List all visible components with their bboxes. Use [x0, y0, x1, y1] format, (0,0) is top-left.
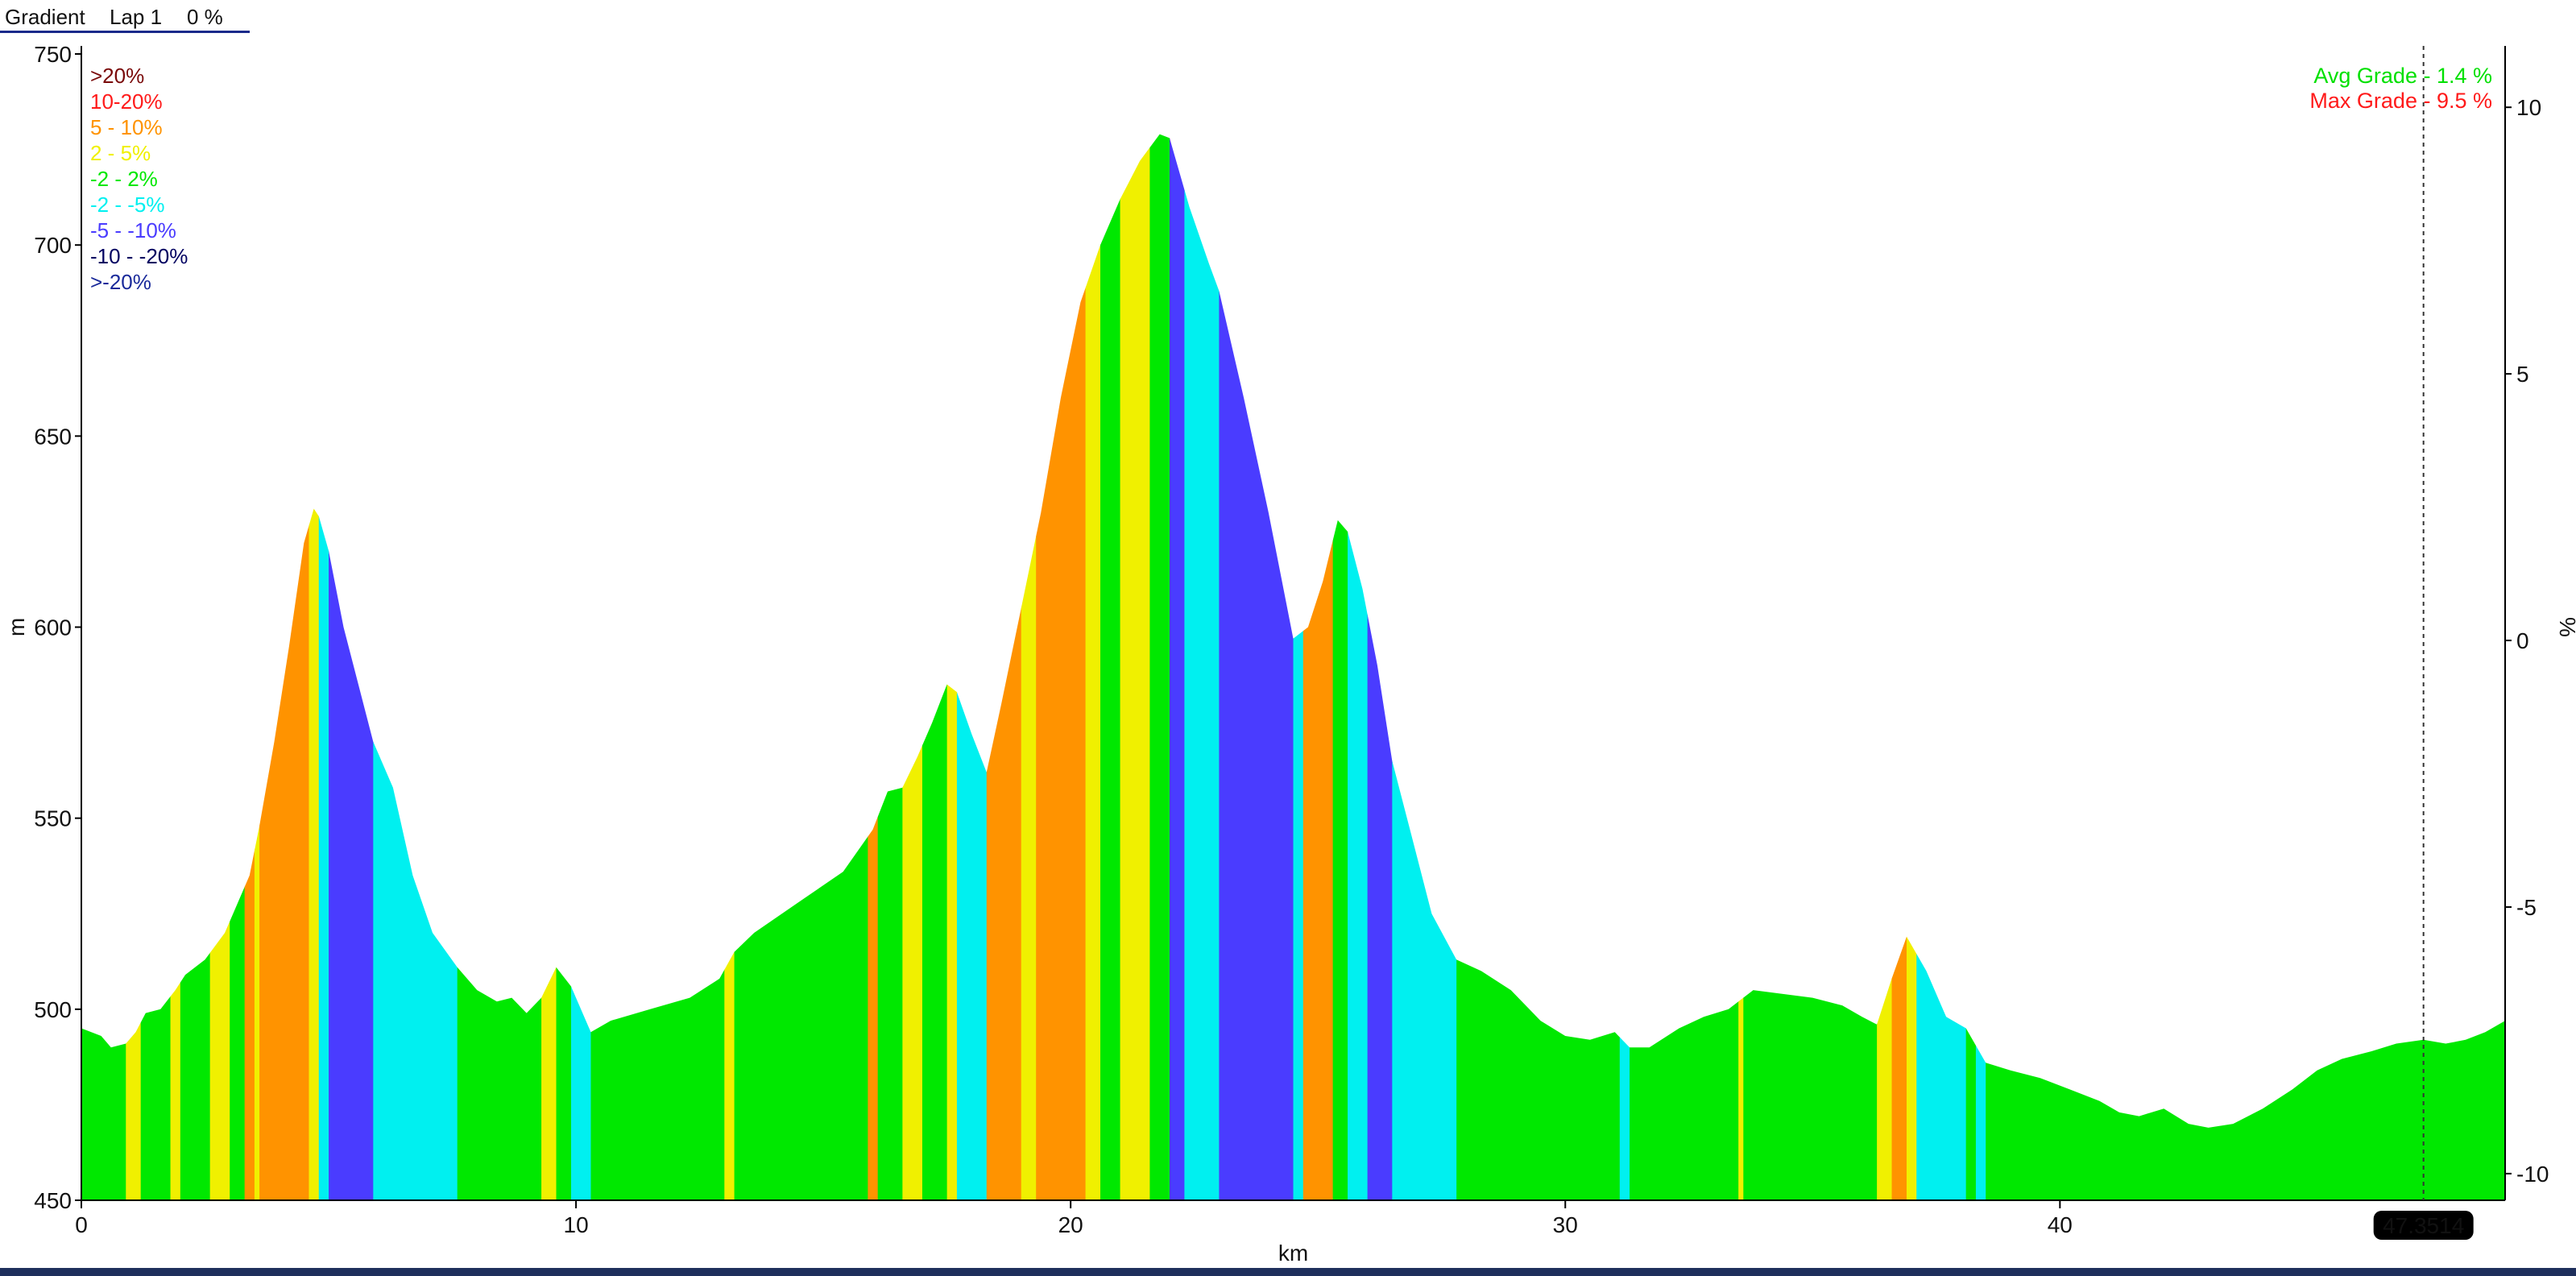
gradient-band: [1986, 134, 2505, 1200]
lap-label: Lap 1: [110, 5, 163, 29]
gradient-band: [986, 134, 1022, 1200]
gradient-band: [1965, 134, 1977, 1200]
gradient-band: [902, 134, 923, 1200]
y2-tick-label: 0: [2516, 628, 2529, 653]
gradient-band: [556, 134, 572, 1200]
legend: >20%10-20%5 - 10%2 - 5%-2 - 2%-2 - -5%-5…: [90, 64, 188, 294]
x-tick-label: 10: [564, 1212, 589, 1237]
gradient-band: [1738, 134, 1744, 1200]
gradient-band: [946, 134, 958, 1200]
bottom-bar: [0, 1268, 2576, 1276]
gradient-band: [921, 134, 948, 1200]
gradient-band: [590, 134, 725, 1200]
gradient-band: [1743, 134, 1878, 1200]
gradient-band: [1184, 134, 1220, 1200]
x-tick-label: 30: [1553, 1212, 1578, 1237]
gradient-band: [541, 134, 557, 1200]
x-tick-label: 0: [75, 1212, 88, 1237]
grade-stat: Avg Grade - 1.4 %: [2313, 64, 2492, 88]
y-tick-label: 750: [34, 42, 72, 67]
gradient-band: [1100, 134, 1121, 1200]
y-tick-label: 450: [34, 1188, 72, 1213]
axes: 450 500 550 600 650 700 750 10 5 0 -5 -10 0 10 20 30 40 k…: [4, 42, 2576, 1266]
x-tick-label: 20: [1058, 1212, 1083, 1237]
gradient-band: [1021, 134, 1037, 1200]
gradient-band: [329, 134, 374, 1200]
gradient-band: [1392, 134, 1457, 1200]
gradient-band: [254, 134, 260, 1200]
gradient-band: [1219, 134, 1294, 1200]
legend-item: >20%: [90, 64, 144, 88]
y-tick-label: 500: [34, 997, 72, 1022]
gradient-band: [1456, 134, 1621, 1200]
gradient-band: [1630, 134, 1739, 1200]
grade-stats: Avg Grade - 1.4 %Max Grade - 9.5 %: [2309, 64, 2492, 113]
y2-tick-label: -5: [2516, 895, 2537, 920]
gradient-band: [1293, 134, 1304, 1200]
gradient-band: [230, 134, 246, 1200]
gradient-band: [1877, 134, 1893, 1200]
gradient-band: [1906, 134, 1917, 1200]
gradient-band: [244, 134, 255, 1200]
y-axis-title: m: [4, 618, 29, 636]
y2-tick-label: 10: [2516, 95, 2541, 120]
gradient-band: [209, 134, 230, 1200]
gradient-bands: [81, 134, 2505, 1200]
gradient-band: [259, 134, 309, 1200]
legend-item: 2 - 5%: [90, 141, 151, 165]
gradient-band: [1332, 134, 1348, 1200]
gradient-band: [1619, 134, 1630, 1200]
cursor-value: 47.3514: [2383, 1213, 2464, 1238]
cursor[interactable]: 47.3514: [2373, 46, 2474, 1240]
gradient-band: [180, 134, 211, 1200]
cursor-badge: [2373, 1211, 2474, 1240]
gradient-band: [1975, 134, 1986, 1200]
legend-item: 10-20%: [90, 89, 163, 114]
y-tick-label: 550: [34, 806, 72, 831]
gradient-band: [170, 134, 181, 1200]
gradient-band: [309, 134, 320, 1200]
gradient-band: [1036, 134, 1087, 1200]
legend-item: -10 - -20%: [90, 244, 188, 268]
gradient-band: [1916, 134, 1967, 1200]
x-tick-label: 40: [2048, 1212, 2073, 1237]
metric-label: Gradient: [5, 5, 85, 29]
gradient-band: [868, 134, 879, 1200]
y-tick-label: 600: [34, 615, 72, 640]
gradient-band: [734, 134, 868, 1200]
gradient-band: [1085, 134, 1101, 1200]
y2-tick-label: -10: [2516, 1162, 2549, 1187]
gradient-band: [1302, 134, 1334, 1200]
y2-axis-title: %: [2555, 617, 2576, 637]
grade-stat: Max Grade - 9.5 %: [2309, 89, 2492, 113]
gradient-band: [724, 134, 735, 1200]
legend-item: 5 - 10%: [90, 115, 163, 139]
gradient-band: [318, 134, 329, 1200]
gradient-band: [1891, 134, 1907, 1200]
x-axis-title: km: [1278, 1241, 1308, 1266]
y-tick-label: 700: [34, 233, 72, 258]
gradient-band: [373, 134, 458, 1200]
gradient-band: [1169, 134, 1185, 1200]
gradient-value: 0 %: [187, 5, 223, 29]
legend-item: >-20%: [90, 270, 151, 294]
gradient-band: [1120, 134, 1150, 1200]
gradient-band: [877, 134, 903, 1200]
gradient-band: [1149, 134, 1170, 1200]
gradient-band: [1367, 134, 1393, 1200]
gradient-band: [570, 134, 592, 1200]
gradient-band: [1348, 134, 1369, 1200]
y-tick-label: 650: [34, 424, 72, 449]
gradient-band: [956, 134, 988, 1200]
y2-tick-label: 5: [2516, 362, 2529, 387]
legend-item: -2 - 2%: [90, 167, 158, 191]
legend-item: -5 - -10%: [90, 218, 176, 242]
metric-tab[interactable]: Gradient Lap 1 0 %: [0, 0, 250, 33]
legend-item: -2 - -5%: [90, 193, 164, 217]
gradient-band: [457, 134, 542, 1200]
